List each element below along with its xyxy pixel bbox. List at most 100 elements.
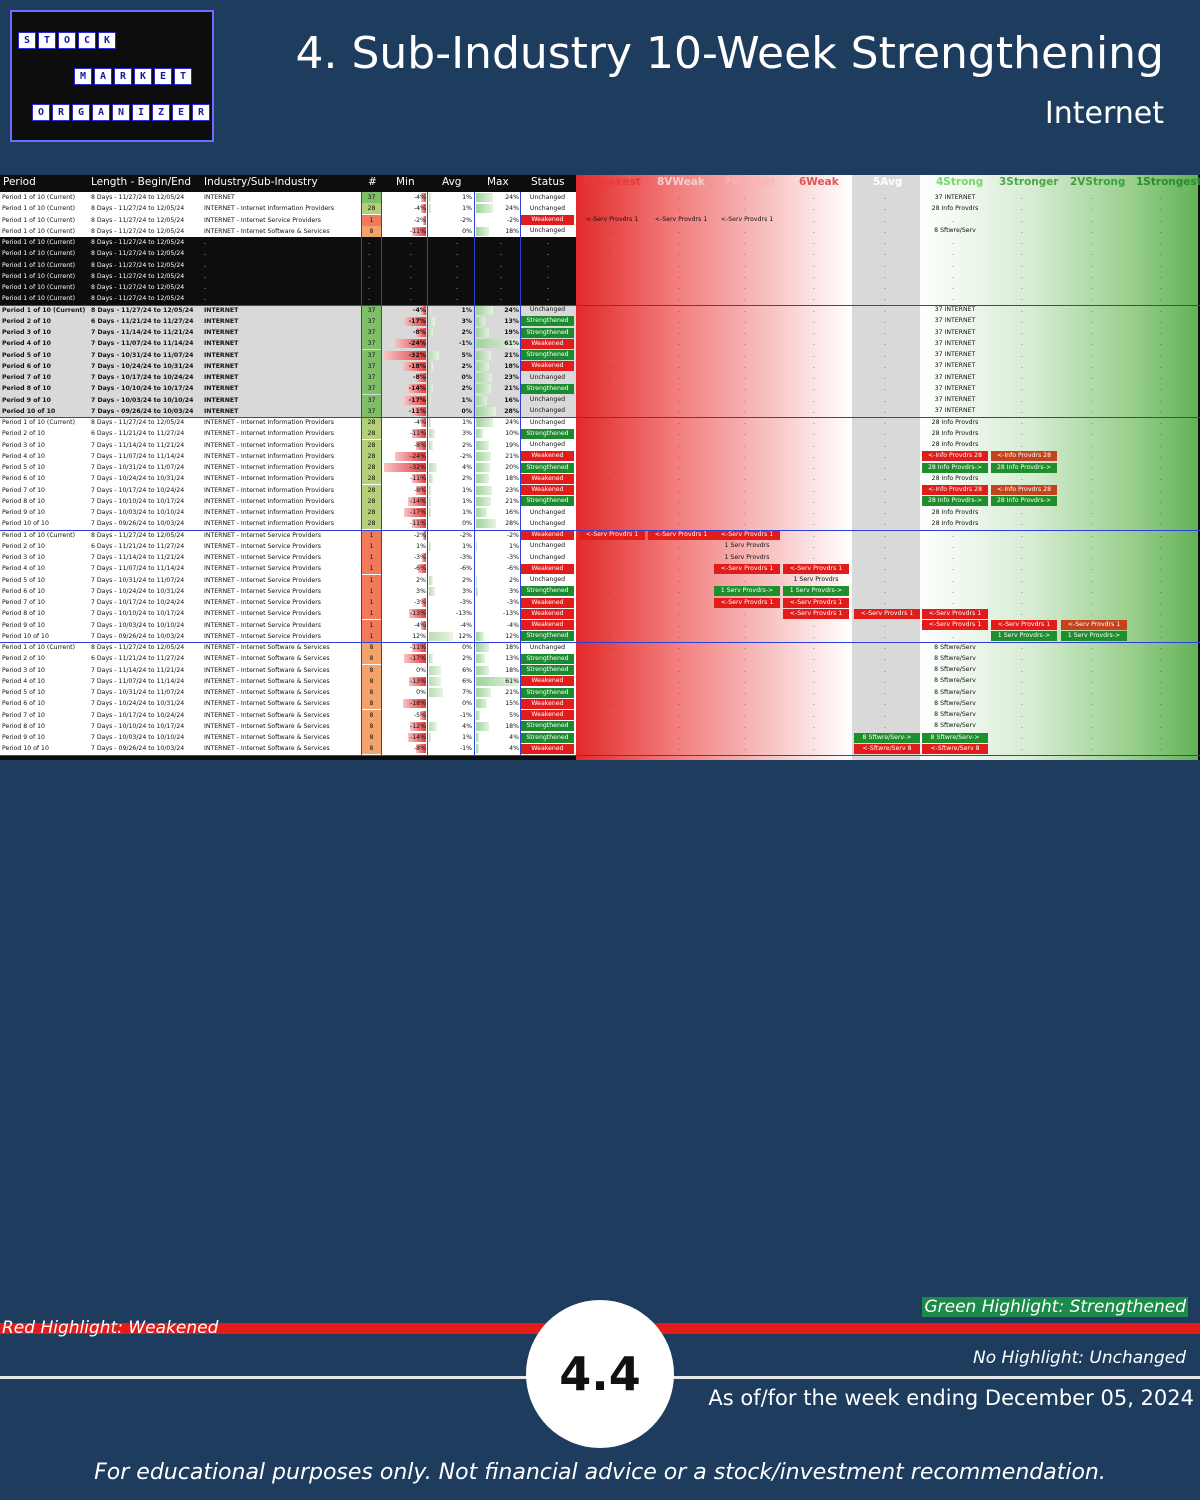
strength-cell-empty: .	[884, 239, 886, 246]
cell-avg: 2%	[462, 655, 472, 663]
strength-cell-empty: .	[1021, 554, 1023, 561]
strength-cell-empty: .	[813, 407, 815, 415]
strength-cell-empty: .	[813, 722, 815, 730]
strength-cell-empty: .	[952, 599, 954, 606]
strength-cell-empty: .	[1160, 700, 1162, 708]
cell-count: 8	[362, 687, 381, 698]
max-bar	[476, 406, 496, 416]
strength-cell-empty: .	[744, 295, 746, 303]
min-bar	[411, 406, 426, 416]
header-1strongest: 1Strongest	[1136, 176, 1200, 188]
strength-cell-empty: .	[1160, 194, 1162, 201]
strength-cell-c4: 28 Info Provdrs	[931, 508, 979, 516]
table-row: Period 5 of 10 7 Days - 10/31/24 to 11/07…	[0, 687, 1200, 698]
cell-max: -3%	[506, 554, 519, 561]
strength-cell-empty: .	[1160, 430, 1162, 438]
strength-cell-empty: .	[609, 509, 611, 516]
status-badge: Unchanged	[529, 227, 566, 235]
strength-cell-empty: .	[1021, 711, 1023, 719]
strength-cell-empty: .	[609, 261, 611, 269]
strength-cell-empty: .	[678, 565, 680, 573]
strength-cell-empty: .	[1091, 576, 1093, 584]
cell-period: Period 4 of 10	[2, 340, 51, 348]
cell-period: Period 2 of 10	[2, 655, 45, 663]
cell-industry: INTERNET - Internet Information Provider…	[204, 419, 334, 426]
strength-cell-empty: .	[884, 576, 886, 584]
cell-avg: -4%	[459, 621, 472, 629]
row3-letter: O	[32, 104, 50, 121]
cell-period: Period 2 of 10	[2, 430, 45, 438]
cell-avg: -2%	[459, 531, 472, 539]
strength-cell-empty: .	[1091, 486, 1093, 494]
strength-cell-empty: .	[1091, 385, 1093, 393]
cell-industry: INTERNET - Internet Service Providers	[204, 531, 321, 539]
avg-bar	[429, 193, 431, 202]
strength-cell-empty: .	[1091, 520, 1093, 528]
strength-cell-empty: .	[678, 227, 680, 235]
cell-max: 21%	[505, 497, 519, 505]
table-row: Period 1 of 10 (Current) 8 Days - 11/27/2…	[0, 192, 1200, 203]
strength-cell-empty: .	[609, 621, 611, 629]
strength-cell-empty: .	[609, 655, 611, 663]
strength-cell-empty: .	[1160, 610, 1162, 618]
cell-avg: 1%	[462, 205, 472, 213]
strength-cell-empty: .	[1160, 509, 1162, 516]
cell-industry: INTERNET - Internet Service Providers	[204, 632, 321, 640]
cell-max: -2%	[506, 531, 519, 539]
table-row: Period 7 of 10 7 Days - 10/17/24 to 10/24…	[0, 372, 1200, 383]
table-row: Period 2 of 10 6 Days - 11/21/24 to 11/27…	[0, 315, 1200, 327]
cell-min: -8%	[412, 329, 426, 336]
cell-industry: INTERNET - Internet Service Providers	[204, 554, 321, 561]
strength-cell-empty: .	[813, 194, 815, 201]
avg-bar	[429, 316, 435, 326]
strength-cell-empty: .	[678, 317, 680, 325]
cell-avg: 6%	[462, 666, 472, 674]
legend-green: Green Highlight: Strengthened	[922, 1297, 1188, 1317]
cell-min: -4%	[413, 194, 426, 201]
strength-cell-empty: .	[952, 272, 954, 280]
cell-min: -11%	[410, 520, 426, 528]
column-divider	[474, 192, 475, 755]
cell-industry: INTERNET	[204, 396, 239, 404]
strength-cell-empty: .	[744, 677, 746, 685]
strength-cell-empty: .	[744, 464, 746, 471]
status-badge: Strengthened	[521, 732, 574, 743]
cell-length: 7 Days - 09/26/24 to 10/03/24	[91, 407, 194, 415]
strength-cell-empty: .	[1160, 745, 1162, 753]
strength-cell-empty: .	[813, 542, 815, 550]
table-row: Period 3 of 10 7 Days - 11/14/24 to 11/21…	[0, 664, 1200, 676]
cell-max: 21%	[504, 351, 519, 359]
strength-cell-empty: .	[1160, 565, 1162, 573]
cell-length: 7 Days - 10/31/24 to 11/07/24	[91, 351, 194, 359]
cell-avg: 1%	[462, 497, 472, 505]
status-badge: Weakened	[521, 361, 574, 372]
column-divider	[361, 192, 362, 755]
strength-cell-empty: .	[609, 194, 611, 201]
strength-cell-c7: <-Serv Provdrs 1	[714, 530, 780, 541]
max-bar	[476, 328, 490, 337]
strength-cell-empty: .	[1160, 722, 1162, 730]
strength-cell-empty: .	[678, 689, 680, 696]
cell-max: -13%	[503, 610, 519, 618]
strength-cell-empty: .	[1091, 284, 1093, 291]
cell-length: 7 Days - 11/14/24 to 11/21/24	[91, 441, 185, 449]
cell-min: -4%	[413, 419, 426, 426]
cell-length: 7 Days - 10/03/24 to 10/10/24	[91, 734, 185, 741]
cell-industry: INTERNET - Internet Service Providers	[204, 216, 321, 224]
cell-length: 8 Days - 11/27/24 to 12/05/24	[91, 419, 185, 426]
cell-industry: INTERNET - Internet Information Provider…	[204, 205, 334, 213]
strength-cell-empty: .	[1160, 475, 1162, 483]
cell-min: -4%	[413, 205, 426, 213]
strength-cell-empty: .	[678, 340, 680, 348]
table-row: Period 9 of 10 7 Days - 10/03/24 to 10/10…	[0, 394, 1200, 406]
strength-cell-empty: .	[813, 216, 815, 224]
cell-industry: INTERNET	[204, 317, 239, 325]
strength-cell-empty: .	[813, 486, 815, 494]
cell-avg: 5%	[461, 351, 472, 359]
strength-cell-c3: <-Serv Provdrs 1	[991, 620, 1057, 631]
cell-min: -17%	[408, 396, 426, 404]
cell-max: 12%	[505, 632, 519, 640]
cell-period: Period 1 of 10 (Current)	[2, 295, 76, 303]
avg-bar	[429, 204, 431, 214]
avg-bar	[429, 676, 441, 686]
